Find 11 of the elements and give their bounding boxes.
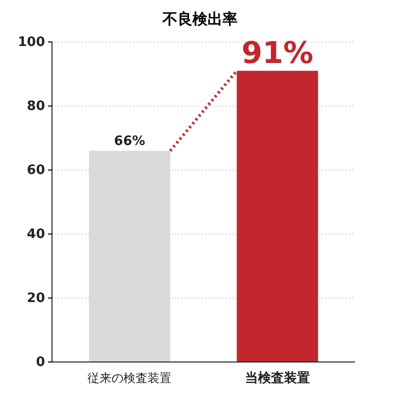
x-tick-label: 従来の検査装置 bbox=[88, 371, 172, 385]
y-tick-label: 20 bbox=[26, 291, 45, 306]
y-tick-label: 40 bbox=[26, 227, 45, 242]
y-tick-label: 60 bbox=[26, 163, 45, 178]
y-tick-label: 0 bbox=[36, 355, 45, 370]
y-tick-label: 100 bbox=[18, 35, 45, 50]
chart-title: 不良検出率 bbox=[162, 10, 238, 28]
data-label: 66% bbox=[114, 134, 146, 149]
y-tick-label: 80 bbox=[26, 99, 45, 114]
x-tick-label: 当検査装置 bbox=[244, 371, 310, 386]
data-label: 91% bbox=[241, 36, 314, 71]
